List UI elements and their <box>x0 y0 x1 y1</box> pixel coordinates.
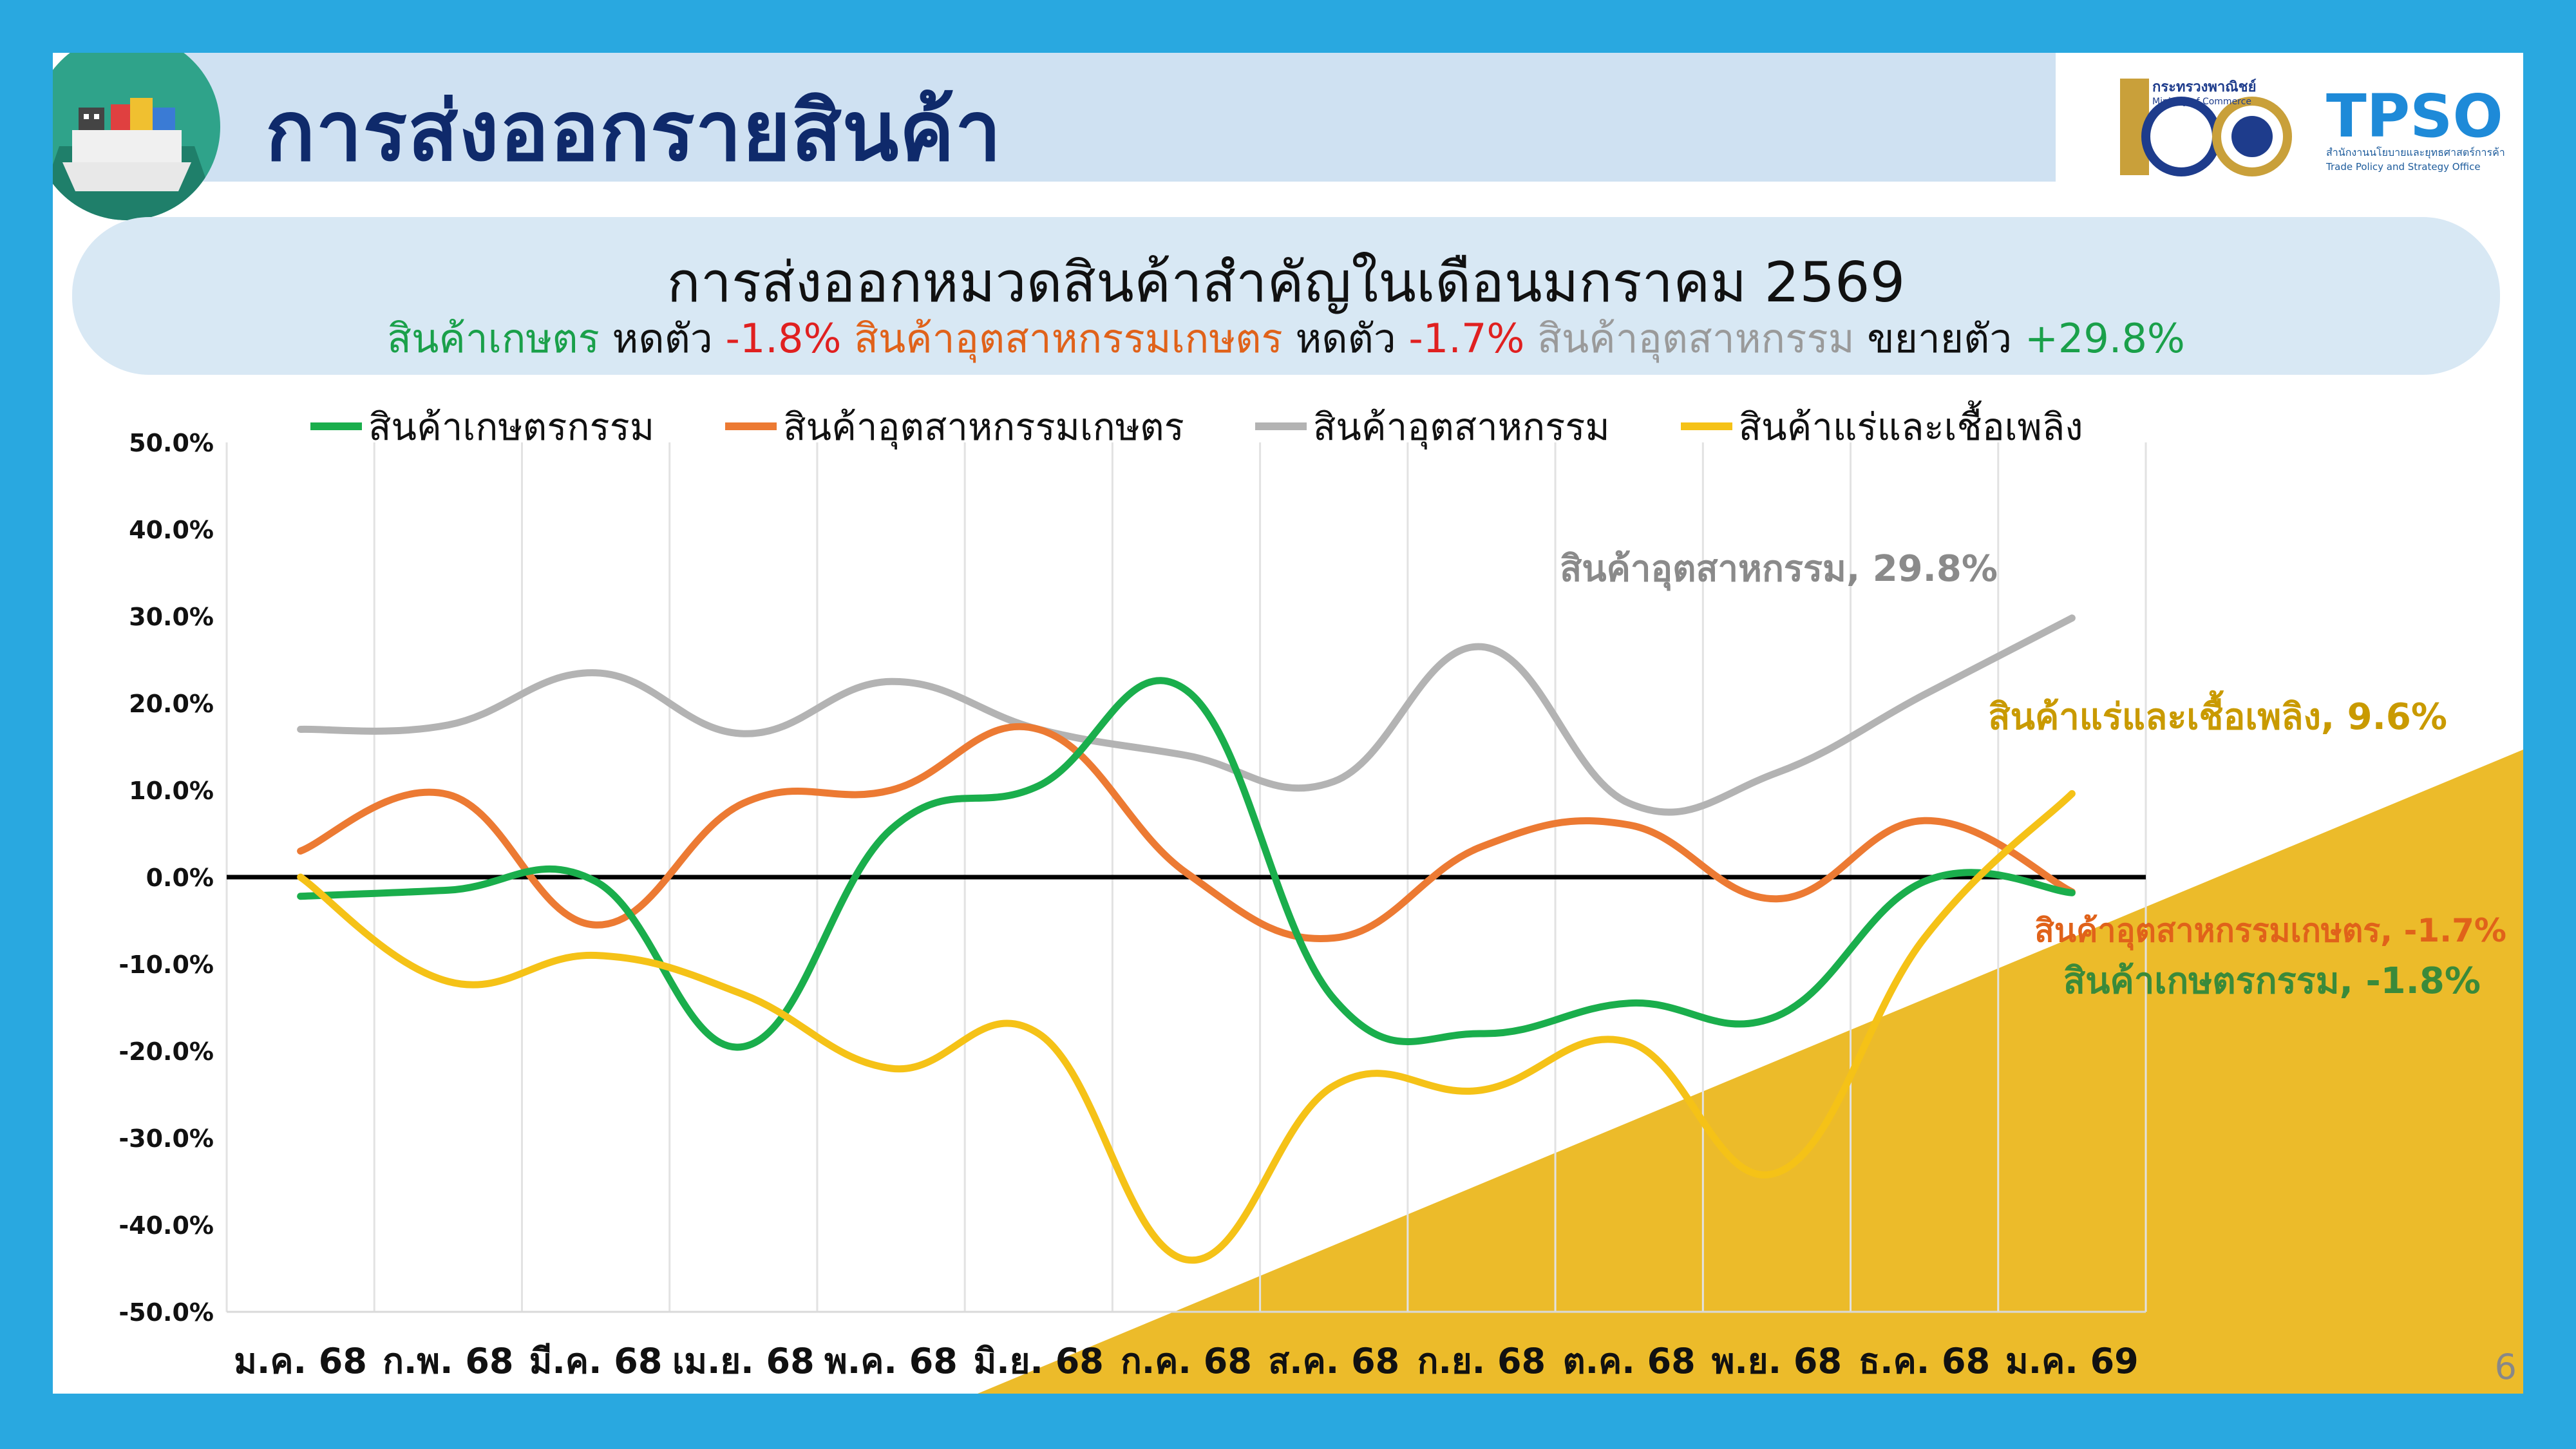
moc-logo: กระทรวงพาณิชย์ Ministry of Commerce TPSO… <box>2120 79 2505 176</box>
y-tick-label: 30.0% <box>129 603 214 631</box>
line-chart: 50.0% 40.0% 30.0% 20.0% 10.0% 0.0% -10.0% -20.0… <box>118 429 2506 1381</box>
legend-swatch <box>1680 422 1732 430</box>
x-tick-label: เม.ย. 68 <box>672 1341 815 1381</box>
banner-subtitle: สินค้าเกษตร หดตัว -1.8% สินค้าอุตสาหกรรม… <box>72 307 2500 370</box>
title-bar: การส่งออกรายสินค้า <box>130 53 2056 182</box>
chart-legend: สินค้าเกษตรกรรม สินค้าอุตสาหกรรมเกษตร สิ… <box>310 401 2154 452</box>
legend-label: สินค้าอุตสาหกรรม <box>1312 404 1610 449</box>
legend-item: สินค้าอุตสาหกรรม <box>1255 397 1610 457</box>
x-tick-label: มี.ค. 68 <box>529 1341 663 1381</box>
x-tick-label: ม.ค. 68 <box>234 1341 367 1381</box>
x-tick-label: ก.พ. 68 <box>383 1341 513 1381</box>
x-tick-label: ม.ค. 69 <box>2005 1341 2139 1381</box>
series-line <box>297 723 2076 942</box>
svg-text:Trade Policy and Strategy Offi: Trade Policy and Strategy Office <box>2325 161 2481 173</box>
slide-card: การส่งออกรายสินค้า กระทรวงพาณิชย์ Minist… <box>53 53 2523 1394</box>
banner-contract-2: หดตัว <box>1282 315 1409 362</box>
legend-item: สินค้าเกษตรกรรม <box>310 397 654 457</box>
y-tick-label: -20.0% <box>118 1037 214 1066</box>
svg-text:สำนักงานนโยบายและยุทธศาสตร์การ: สำนักงานนโยบายและยุทธศาสตร์การค้า <box>2326 146 2505 159</box>
y-tick-label: 50.0% <box>129 429 214 457</box>
banner-agro-ind-value: -1.7% <box>1408 315 1525 362</box>
page-title: การส่งออกรายสินค้า <box>265 84 1002 180</box>
y-tick-label: 40.0% <box>129 516 214 544</box>
legend-label: สินค้าเกษตรกรรม <box>368 404 655 449</box>
y-tick-label: -40.0% <box>118 1211 214 1240</box>
data-label: สินค้าอุตสาหกรรมเกษตร, -1.7% <box>2034 912 2506 951</box>
y-tick-label: -10.0% <box>118 951 214 979</box>
x-tick-label: ก.ย. 68 <box>1417 1341 1546 1381</box>
x-tick-label: ก.ค. 68 <box>1121 1341 1252 1381</box>
banner-title: การส่งออกหมวดสินค้าสำคัญในเดือนมกราคม 25… <box>667 251 1906 315</box>
x-tick-label: ต.ค. 68 <box>1563 1341 1696 1381</box>
series-line <box>297 790 2076 1264</box>
legend-item: สินค้าแร่และเชื้อเพลิง <box>1680 397 2083 457</box>
legend-swatch <box>1255 422 1307 430</box>
y-tick-label: 20.0% <box>129 690 214 718</box>
data-label: สินค้าอุตสาหกรรม, 29.8% <box>1560 548 1998 591</box>
svg-text:กระทรวงพาณิชย์: กระทรวงพาณิชย์ <box>2152 79 2256 95</box>
x-tick-label: พ.ย. 68 <box>1712 1341 1842 1381</box>
logo-area: กระทรวงพาณิชย์ Ministry of Commerce TPSO… <box>2114 66 2513 194</box>
svg-text:TPSO: TPSO <box>2326 82 2503 151</box>
corner-decoration <box>978 750 2523 1394</box>
data-label: สินค้าเกษตรกรรม, -1.8% <box>2063 960 2481 1002</box>
page-number: 6 <box>2494 1347 2517 1387</box>
data-label: สินค้าแร่และเชื้อเพลิง, 9.6% <box>1988 690 2447 738</box>
y-tick-label: -30.0% <box>118 1124 214 1153</box>
legend-swatch <box>310 422 362 430</box>
banner-agro-ind: สินค้าอุตสาหกรรมเกษตร <box>841 315 1283 362</box>
legend-swatch <box>725 422 777 430</box>
banner-contract-1: หดตัว <box>599 315 726 362</box>
x-tick-label: พ.ค. 68 <box>824 1341 958 1381</box>
banner-industrial: สินค้าอุตสาหกรรม <box>1524 315 1855 362</box>
legend-item: สินค้าอุตสาหกรรมเกษตร <box>725 397 1184 457</box>
series-line <box>297 614 2076 816</box>
x-tick-label: ธ.ค. 68 <box>1859 1341 1990 1381</box>
banner-industrial-value: +29.8% <box>2024 315 2185 362</box>
x-tick-label: มิ.ย. 68 <box>974 1341 1104 1381</box>
banner-expand: ขยายตัว <box>1854 315 2025 362</box>
x-tick-label: ส.ค. 68 <box>1268 1341 1399 1381</box>
banner-agri-value: -1.8% <box>725 315 842 362</box>
legend-label: สินค้าอุตสาหกรรมเกษตร <box>783 404 1184 449</box>
y-tick-label: -50.0% <box>118 1298 214 1327</box>
svg-text:Ministry of Commerce: Ministry of Commerce <box>2152 97 2251 107</box>
summary-banner: การส่งออกหมวดสินค้าสำคัญในเดือนมกราคม 25… <box>72 217 2500 375</box>
ship-icon <box>53 53 220 220</box>
y-tick-label: 0.0% <box>146 864 214 892</box>
y-tick-label: 10.0% <box>129 777 214 805</box>
legend-label: สินค้าแร่และเชื้อเพลิง <box>1738 404 2083 449</box>
banner-agri: สินค้าเกษตร <box>387 315 600 362</box>
series-line <box>297 677 2076 1051</box>
